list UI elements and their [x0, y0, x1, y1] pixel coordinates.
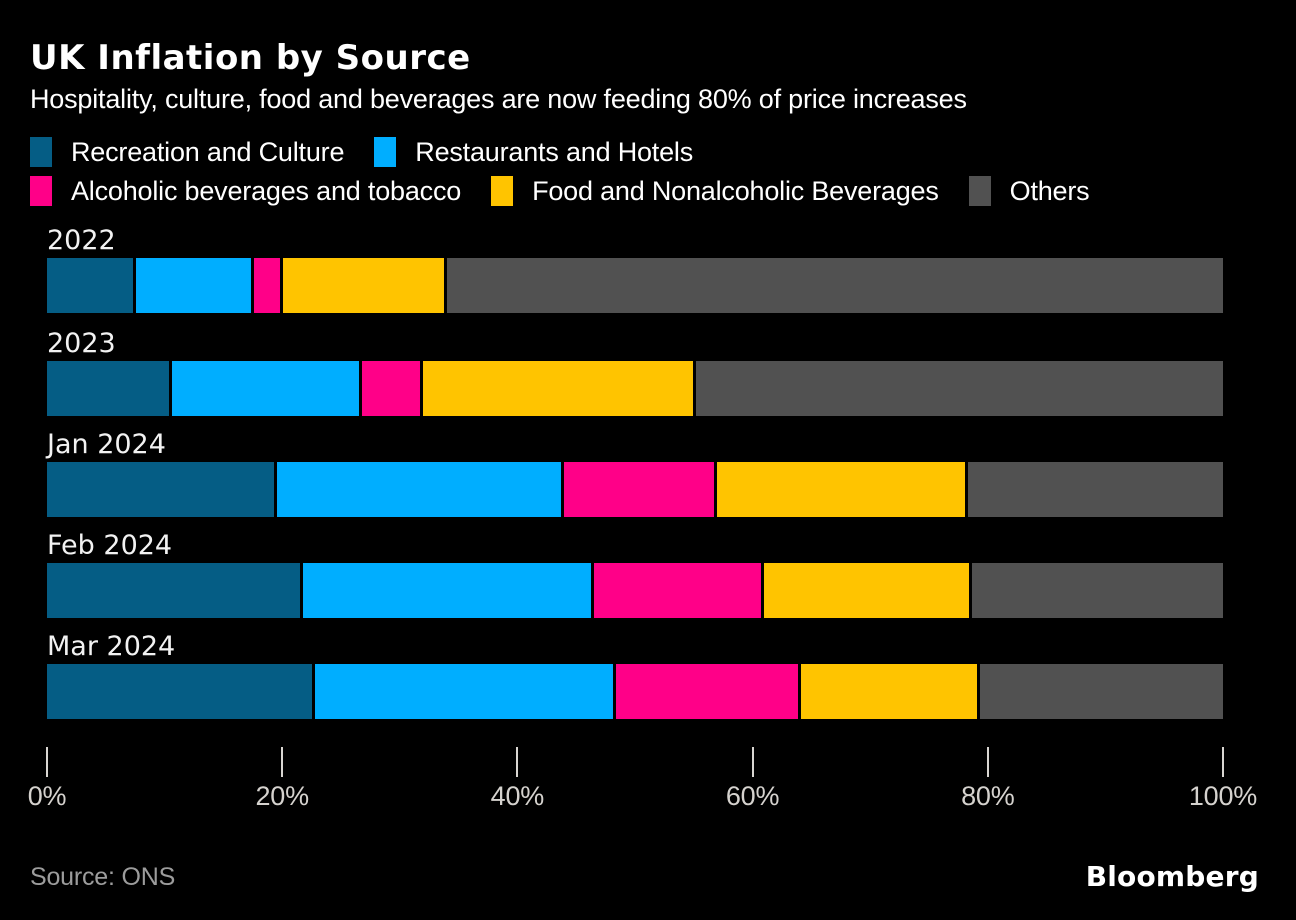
legend-swatch-icon: [968, 176, 991, 206]
bar-segment: [423, 361, 697, 416]
legend-row: Alcoholic beverages and tobacco Food and …: [30, 175, 1090, 207]
legend-label: Recreation and Culture: [71, 136, 345, 167]
bar-segment: [47, 258, 137, 313]
legend-item: Restaurants and Hotels: [374, 137, 693, 168]
axis-tick-label: 0%: [27, 781, 67, 811]
bar-segment: [253, 258, 284, 313]
bloomberg-logo: Bloomberg: [1085, 860, 1259, 893]
legend-label: Restaurants and Hotels: [415, 136, 694, 167]
bar-row-label: Feb 2024: [47, 530, 173, 561]
bar-segment: [717, 462, 968, 517]
legend-label: Food and Nonalcoholic Beverages: [532, 175, 939, 206]
axis-tick: [516, 747, 519, 777]
bar-segment: [47, 664, 316, 719]
legend-item: Alcoholic beverages and tobacco: [30, 176, 461, 207]
bar-segment: [171, 361, 363, 416]
bar-row: [47, 258, 1223, 313]
bar-segment: [136, 258, 254, 313]
bar-row-label: Jan 2024: [47, 429, 166, 460]
bar-segment: [764, 563, 973, 618]
bar-segment: [972, 563, 1223, 618]
chart-subtitle: Hospitality, culture, food and beverages…: [30, 84, 967, 114]
axis-tick-label: 80%: [961, 781, 1015, 811]
bar-segment: [303, 563, 594, 618]
axis-tick: [1222, 747, 1224, 777]
bar-segment: [362, 361, 424, 416]
bar-row-label: Mar 2024: [47, 631, 176, 662]
axis-tick-label: 100%: [1188, 781, 1258, 811]
axis-tick-label: 60%: [725, 781, 780, 811]
axis-tick: [46, 747, 48, 777]
legend-swatch-icon: [30, 137, 52, 167]
bar-row: [47, 563, 1223, 618]
bar-segment: [277, 462, 565, 517]
legend-label: Others: [1009, 175, 1090, 206]
bar-segment: [47, 361, 172, 416]
axis-tick: [281, 747, 284, 777]
legend-swatch-icon: [491, 176, 514, 206]
bar-segment: [696, 361, 1223, 416]
legend-label: Alcoholic beverages and tobacco: [71, 175, 462, 206]
bar-segment: [979, 664, 1223, 719]
bar-segment: [47, 462, 278, 517]
bar-row-label: 2023: [47, 328, 116, 359]
bar-segment: [800, 664, 980, 719]
axis-tick: [751, 747, 754, 777]
bar-row: [47, 462, 1223, 517]
axis-tick: [986, 747, 989, 777]
bar-segment: [593, 563, 765, 618]
chart-title: UK Inflation by Source: [30, 38, 471, 78]
bar-segment: [564, 462, 718, 517]
bar-segment: [446, 258, 1223, 313]
axis-tick-label: 20%: [255, 781, 309, 811]
bar-row: [47, 361, 1223, 416]
bar-segment: [967, 462, 1223, 517]
bar-row-label: 2022: [47, 225, 116, 256]
legend-swatch-icon: [30, 176, 52, 206]
bar-segment: [315, 664, 617, 719]
legend-row: Recreation and Culture Restaurants and Ho…: [30, 137, 693, 167]
bar-segment: [283, 258, 447, 313]
legend-item: Recreation and Culture: [30, 137, 344, 168]
bar-segment: [47, 563, 304, 618]
legend-swatch-icon: [374, 137, 397, 167]
legend-item: Food and Nonalcoholic Beverages: [491, 176, 939, 207]
bar-segment: [616, 664, 801, 719]
source-note: Source: ONS: [30, 863, 176, 891]
axis-tick-label: 40%: [490, 781, 545, 811]
legend-item: Others: [968, 175, 1090, 207]
bar-row: [47, 664, 1223, 719]
